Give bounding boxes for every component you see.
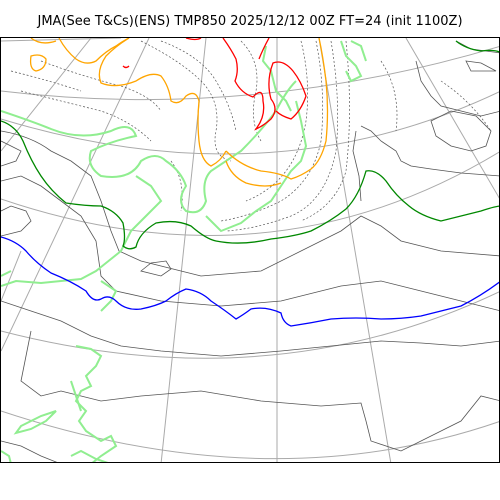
- blue-isotherm: [1, 236, 499, 327]
- map-svg: [1, 38, 499, 462]
- map-panel: [0, 37, 500, 463]
- orange-isotherm: [29, 38, 329, 187]
- green-isotherm: [1, 40, 499, 250]
- chart-title: JMA(See T&Cs)(ENS) TMP850 2025/12/12 00Z…: [37, 14, 463, 29]
- red-isotherm: [122, 38, 307, 131]
